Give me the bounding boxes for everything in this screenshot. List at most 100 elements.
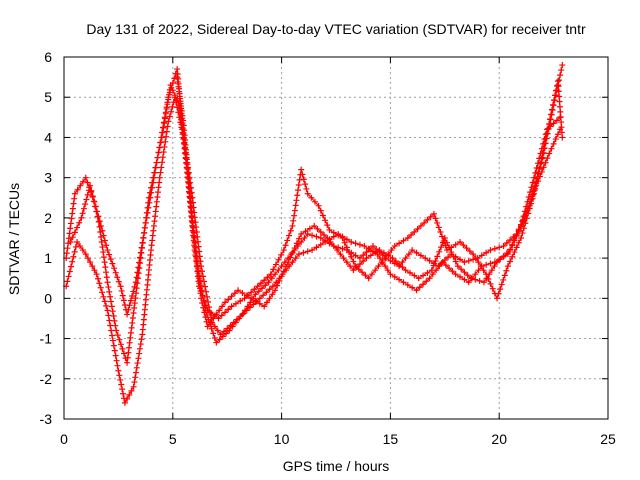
data-point-marker [429,271,436,278]
data-point-marker [280,268,287,275]
data-point-marker [252,291,259,298]
data-point-marker [101,298,108,305]
data-point-marker [103,274,110,281]
data-point-marker [311,198,318,205]
data-point-marker [454,263,461,270]
data-point-marker [120,390,127,397]
data-point-marker [559,134,566,141]
data-point-marker [133,285,140,292]
data-point-marker [134,269,141,276]
data-point-marker [111,265,118,272]
data-point-marker [117,341,124,348]
data-point-marker [204,323,211,330]
data-point-marker [475,267,482,274]
data-point-marker [317,241,324,248]
data-point-marker [98,239,105,246]
data-point-marker [306,225,313,232]
data-point-marker [348,239,355,246]
data-point-marker [367,252,374,259]
data-point-marker [196,280,203,287]
data-point-marker [291,245,298,252]
data-point-marker [66,230,73,237]
data-point-marker [89,193,96,200]
data-point-marker [270,266,277,273]
data-point-marker [296,235,303,242]
data-point-marker [194,265,201,272]
data-point-marker [114,332,121,339]
data-point-marker [72,243,79,250]
data-point-marker [352,240,359,247]
data-point-marker [472,255,479,262]
x-tick-label: 25 [600,431,616,447]
data-point-marker [215,315,222,322]
data-point-marker [356,241,363,248]
data-point-marker [79,247,86,254]
data-point-marker [321,231,328,238]
data-point-marker [295,187,302,194]
data-point-marker [97,284,104,291]
data-point-marker [389,255,396,262]
data-point-marker [219,303,226,310]
data-point-marker [204,307,211,314]
data-point-marker [208,325,215,332]
data-point-marker [282,263,289,270]
data-point-marker [167,82,174,89]
data-point-marker [503,240,510,247]
data-point-marker [166,113,173,120]
data-point-marker [483,249,490,256]
data-point-marker [139,245,146,252]
data-point-marker [228,303,235,310]
data-point-marker [487,260,494,267]
data-point-marker [202,283,209,290]
data-point-marker [452,258,459,265]
data-point-marker [198,295,205,302]
data-point-marker [313,244,320,251]
x-tick-label: 10 [274,431,290,447]
data-point-marker [465,279,472,286]
data-point-marker [532,169,539,176]
data-point-marker [322,217,329,224]
data-point-marker [540,164,547,171]
data-point-marker [97,228,104,235]
data-point-marker [154,154,161,161]
data-point-marker [428,267,435,274]
data-point-marker [452,271,459,278]
data-point-marker [298,166,305,173]
data-point-marker [317,207,324,214]
data-point-marker [110,313,117,320]
data-point-marker [553,117,560,124]
data-point-marker [330,229,337,236]
data-point-marker [439,259,446,266]
data-point-marker [483,261,490,268]
data-point-marker [104,279,111,286]
data-point-marker [127,334,134,341]
data-point-marker [503,250,510,257]
data-point-marker [552,136,559,143]
data-point-marker [402,255,409,262]
data-point-marker [109,308,116,315]
data-point-marker [91,267,98,274]
data-point-marker [151,169,158,176]
data-point-marker [509,253,516,260]
data-point-marker [330,243,337,250]
data-point-marker [457,256,464,263]
data-point-marker [110,342,117,349]
data-point-marker [391,273,398,280]
data-point-marker [176,93,183,100]
data-point-marker [131,379,138,386]
data-point-marker [509,242,516,249]
data-point-marker [259,285,266,292]
data-point-marker [411,272,418,279]
data-point-marker [365,275,372,282]
data-point-marker [380,249,387,256]
data-point-marker [175,83,182,90]
data-point-marker [163,133,170,140]
data-point-marker [65,235,72,242]
data-point-marker [160,124,167,131]
data-point-marker [284,237,291,244]
y-tick-label: 5 [44,89,52,105]
data-point-marker [385,252,392,259]
data-point-marker [201,309,208,316]
data-point-marker [155,149,162,156]
